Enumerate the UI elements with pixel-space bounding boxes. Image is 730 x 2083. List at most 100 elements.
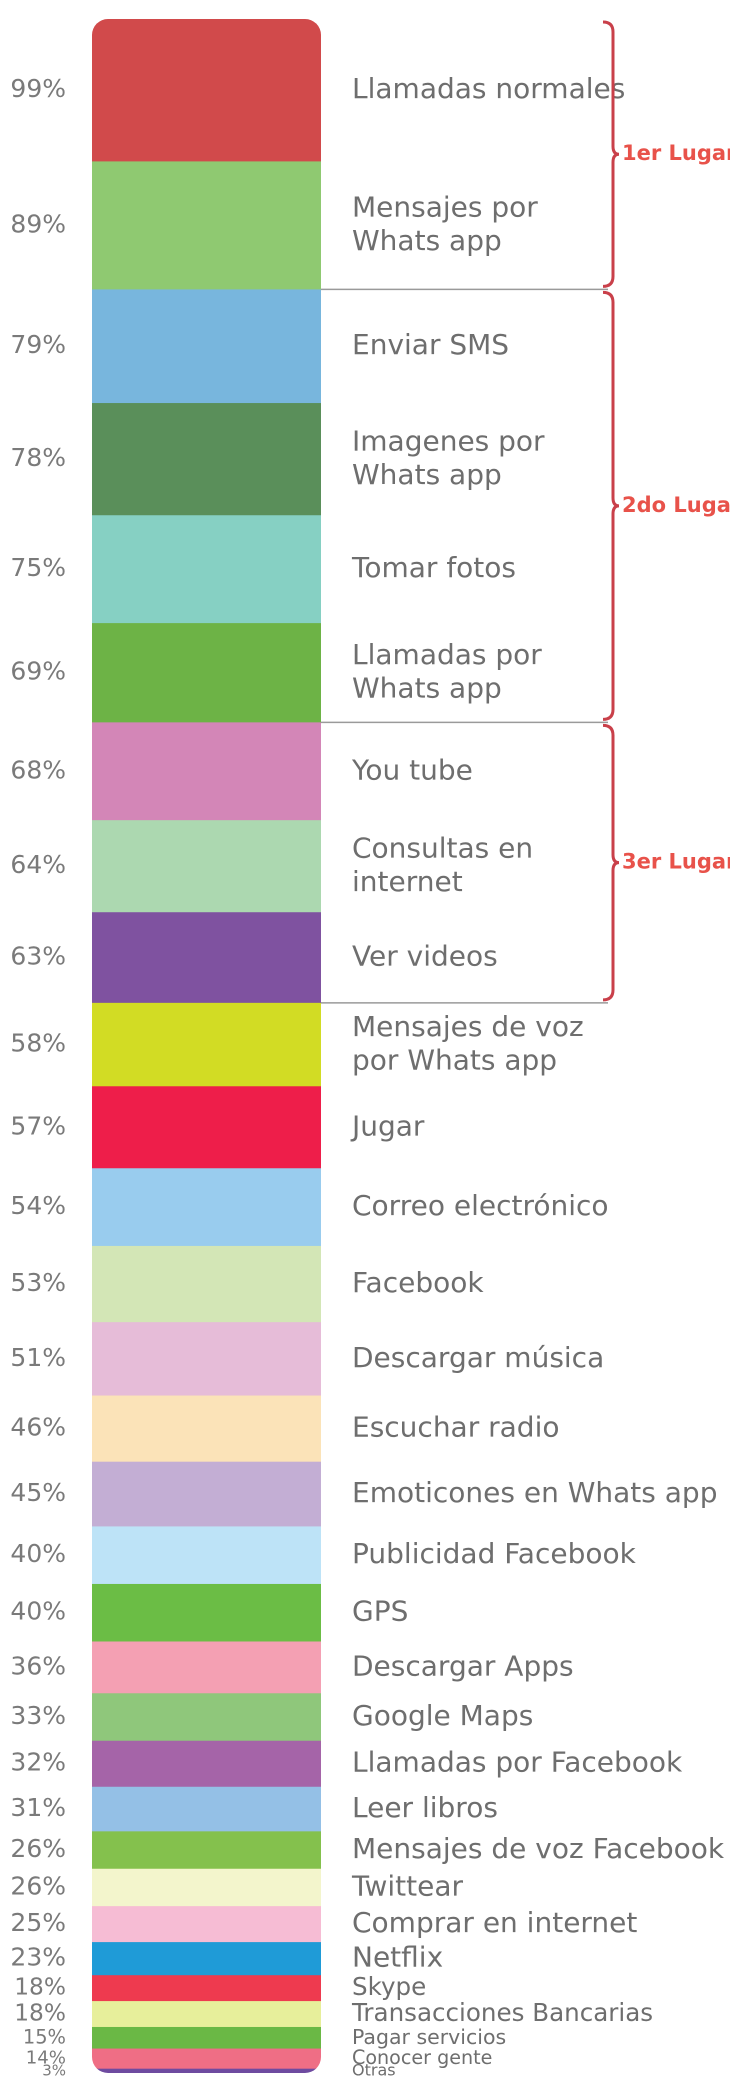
segment	[92, 1942, 321, 1976]
percent-label: 18%	[14, 1974, 66, 2001]
percent-label: 15%	[23, 2025, 66, 2048]
item-label: Netflix	[352, 1941, 443, 1974]
segment	[92, 1395, 321, 1463]
item-label: Descargar música	[352, 1341, 604, 1374]
segment	[92, 403, 321, 516]
percent-label: 14%	[26, 2048, 66, 2069]
item-label: Mensajes de voz por Whats app	[352, 1010, 584, 1077]
segment	[92, 161, 321, 290]
percent-label: 64%	[10, 850, 66, 879]
percent-label: 63%	[10, 942, 66, 971]
percent-label: 89%	[10, 209, 66, 238]
segment	[92, 515, 321, 624]
percent-label: 31%	[10, 1793, 66, 1822]
segment	[92, 2068, 321, 2073]
percent-label: 57%	[10, 1111, 66, 1140]
segment	[92, 1086, 321, 1169]
percent-label: 32%	[10, 1748, 66, 1777]
item-label: Mensajes de voz Facebook	[352, 1832, 725, 1865]
segment	[92, 1002, 321, 1087]
segment	[92, 1786, 321, 1832]
percent-label: 18%	[14, 2000, 66, 2027]
item-label: Tomar fotos	[351, 551, 516, 584]
item-label: Leer libros	[352, 1791, 498, 1824]
item-label: Imagenes por Whats app	[352, 424, 545, 491]
item-label: Correo electrónico	[352, 1189, 609, 1222]
segment	[92, 1693, 321, 1742]
segment	[92, 1975, 321, 2002]
item-label: Consultas en internet	[352, 831, 533, 898]
percent-label: 45%	[10, 1478, 66, 1507]
percent-label: 53%	[10, 1268, 66, 1297]
segment	[92, 1740, 321, 1788]
percent-label: 33%	[10, 1701, 66, 1730]
percent-label: 40%	[10, 1597, 66, 1626]
segment	[92, 2026, 321, 2050]
item-label: Escuchar radio	[352, 1411, 559, 1444]
segment	[92, 289, 321, 404]
segment	[92, 1526, 321, 1585]
segment	[92, 1461, 321, 1527]
item-label: Conocer gente	[352, 2046, 492, 2069]
segment	[92, 1641, 321, 1694]
percent-label: 75%	[10, 553, 66, 582]
item-label: Mensajes por Whats app	[352, 191, 538, 258]
item-label: Transacciones Bancarias	[351, 1998, 653, 2027]
item-label: Ver videos	[352, 940, 498, 973]
item-label: Publicidad Facebook	[352, 1537, 637, 1570]
segment	[92, 623, 321, 723]
segment	[92, 912, 321, 1004]
item-label: Descargar Apps	[352, 1649, 574, 1682]
percent-label: 23%	[10, 1943, 66, 1972]
item-label: Enviar SMS	[352, 328, 509, 361]
percent-label: 25%	[10, 1908, 66, 1937]
item-label: Skype	[352, 1972, 426, 2001]
stacked-bar	[92, 19, 321, 2073]
percent-label: 26%	[10, 1834, 66, 1863]
item-label: Otras	[352, 2060, 396, 2079]
segment	[92, 1168, 321, 1247]
group-bracket	[602, 723, 620, 1002]
item-label: Llamadas normales	[352, 72, 625, 105]
percent-label: 68%	[10, 755, 66, 784]
item-label: Twittear	[351, 1869, 463, 1902]
item-label: You tube	[351, 753, 473, 786]
segment	[92, 19, 321, 162]
percent-label: 36%	[10, 1651, 66, 1680]
item-label: Llamadas por Facebook	[352, 1746, 683, 1779]
group-label: 2do Lugar	[622, 493, 730, 517]
item-label: Comprar en internet	[352, 1906, 637, 1939]
item-label: Google Maps	[352, 1699, 533, 1732]
percent-label: 3%	[42, 2061, 66, 2079]
percent-label: 51%	[10, 1343, 66, 1372]
percent-label: 46%	[10, 1413, 66, 1442]
percent-label: 99%	[10, 74, 66, 103]
segment	[92, 1583, 321, 1642]
segment	[92, 1868, 321, 1907]
percent-label: 79%	[10, 330, 66, 359]
percent-label: 69%	[10, 657, 66, 686]
group-bracket	[602, 290, 620, 721]
segment	[92, 2001, 321, 2028]
segment	[92, 2048, 321, 2070]
segment	[92, 1831, 321, 1870]
segment	[92, 722, 321, 821]
percent-label: 78%	[10, 443, 66, 472]
item-label: Emoticones en Whats app	[352, 1476, 717, 1509]
percent-label: 26%	[10, 1871, 66, 1900]
percent-label: 58%	[10, 1029, 66, 1058]
group-label: 1er Lugar	[622, 141, 730, 165]
group-label: 3er Lugar	[622, 850, 730, 874]
segment	[92, 1322, 321, 1397]
item-label: Facebook	[352, 1266, 484, 1299]
segment	[92, 1906, 321, 1943]
item-label: Llamadas por Whats app	[352, 638, 542, 705]
item-label: Jugar	[350, 1109, 425, 1142]
percent-label: 40%	[10, 1539, 66, 1568]
segment	[92, 1245, 321, 1323]
item-label: Pagar servicios	[352, 2025, 506, 2049]
segment	[92, 820, 321, 913]
percent-label: 54%	[10, 1191, 66, 1220]
group-bracket	[602, 20, 620, 288]
